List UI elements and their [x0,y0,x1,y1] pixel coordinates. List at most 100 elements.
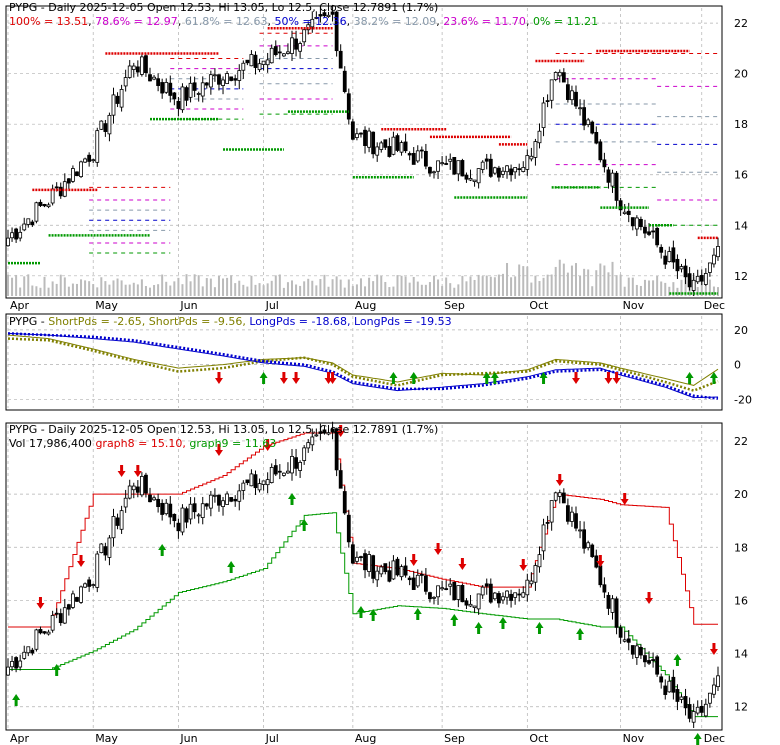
candle-body [561,492,566,504]
candle-body [695,706,700,714]
candle-body [79,586,83,603]
candle-body [34,629,39,650]
candle-body [630,217,635,227]
candle-body [107,114,112,135]
volume-bar [100,277,103,296]
candle-body [355,556,359,562]
candle-body [79,161,83,178]
candle-body [419,149,424,152]
candle-body [71,593,75,608]
volume-bar [643,279,646,296]
candle-body [590,121,595,134]
sell-arrow [709,643,718,655]
candle-body [614,598,619,628]
candle-body [549,500,554,523]
volume-bar [384,281,387,296]
volume-bar [534,275,537,296]
candle-body [233,498,238,502]
candle-body [30,221,35,226]
candle-body [375,146,380,156]
candle-body [294,457,298,469]
support-resistance-dots [8,26,718,295]
candle-body [46,204,51,208]
volume-bar [635,284,638,296]
volume-bar [169,285,172,296]
candle-body [513,167,518,173]
candle-body [549,79,554,101]
candle-body [541,524,546,552]
candle-body [594,132,599,144]
candle-body [444,163,449,165]
candle-body [647,231,651,235]
candle-body [204,503,209,507]
sell-arrow [263,439,272,451]
volume-bar [388,287,391,296]
volume-bar [554,266,557,296]
candle-body [659,246,664,253]
candle-body [225,493,229,505]
candle-body [123,497,128,508]
candle-body [257,483,262,491]
buy-arrow [369,609,378,621]
candle-body [277,470,282,473]
candle-body [492,592,497,600]
sell-arrow [612,372,621,384]
volume-bar [660,281,663,296]
volume-bar [469,276,472,296]
candle-body [99,543,104,554]
candle-body [456,160,461,175]
candle-body [379,142,384,150]
volume-bar [400,275,403,296]
volume-bar [92,284,95,296]
volume-bar [88,281,91,296]
candle-body [156,78,161,86]
candle-body [440,587,445,590]
candle-body [54,186,59,189]
volume-bar [587,269,590,296]
volume-bar [631,277,634,296]
candle-body [387,146,392,157]
volume-bar [173,281,176,296]
candle-body [712,254,716,265]
oscillator-lines [7,332,719,400]
volume-bar [303,281,306,296]
fib-382-label: 38.2% = 12.09 [354,15,437,28]
sell-arrow [117,465,126,477]
candle-body [529,580,534,585]
candle-body [545,522,550,524]
fib-786-label: 78.6% = 12.97 [95,15,178,28]
volume-bar [189,281,192,296]
candle-body [26,218,31,225]
y-tick-label: 20 [734,68,748,81]
candle-body [699,275,704,282]
candle-body [196,514,201,517]
y-tick-label: 20 [734,488,748,501]
volume-bar [15,274,18,296]
candle-body [54,612,59,615]
volume-bar [177,277,180,296]
candle-body [517,593,522,596]
candle-body [411,577,416,590]
sell-arrow [279,372,288,384]
candle-body [286,470,290,474]
candle-body [565,84,570,100]
candle-body [330,11,335,15]
candle-body [22,223,27,231]
candle-body [75,171,79,177]
candle-body [606,169,611,183]
candle-body [302,29,307,43]
candle-body [22,651,27,659]
candle-body [30,649,35,654]
volume-bar [696,287,699,296]
candle-body [707,262,712,273]
candle-body [586,542,591,549]
candle-body [517,168,522,171]
candle-body [407,577,412,581]
candle-body [533,141,538,158]
candle-body [448,583,453,587]
price-candles [6,4,720,296]
volume-bar [266,283,269,296]
candle-body [634,645,639,658]
volume-bar [676,287,679,296]
candle-body [509,593,513,601]
